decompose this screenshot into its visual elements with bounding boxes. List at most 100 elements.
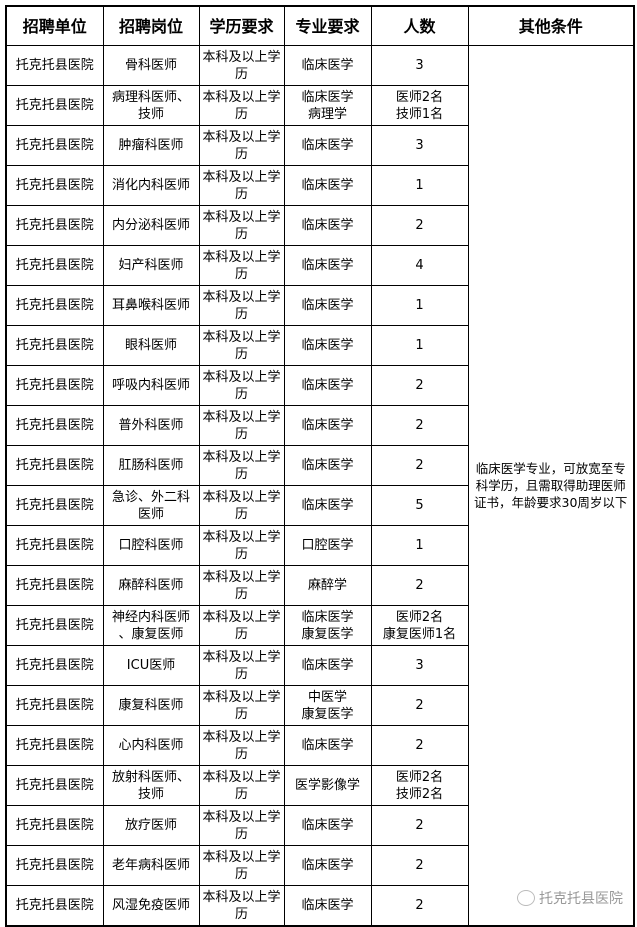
education-cell: 本科及以上学历 — [198, 845, 285, 886]
major-cell: 临床医学 — [283, 645, 372, 686]
count-cell: 医师2名 技师1名 — [370, 85, 469, 126]
unit-cell: 托克托县医院 — [5, 245, 104, 286]
major-cell: 临床医学 — [283, 205, 372, 246]
count-cell: 1 — [370, 285, 469, 326]
major-cell: 临床医学 — [283, 125, 372, 166]
table-row: 托克托县医院 放疗医师 本科及以上学历 临床医学 2 — [5, 805, 634, 846]
count-cell: 医师2名 技师2名 — [370, 765, 469, 806]
education-cell: 本科及以上学历 — [198, 685, 285, 726]
unit-cell: 托克托县医院 — [5, 685, 104, 726]
major-cell: 临床医学 — [283, 45, 372, 86]
recruitment-table: 招聘单位 招聘岗位 学历要求 专业要求 人数 其他条件 托克托县医院 骨科医师 本科… — [5, 5, 635, 927]
post-cell: 普外科医师 — [102, 405, 200, 446]
education-cell: 本科及以上学历 — [198, 165, 285, 206]
table-row: 托克托县医院 口腔科医师 本科及以上学历 口腔医学 1 — [5, 525, 634, 566]
education-cell: 本科及以上学历 — [198, 125, 285, 166]
count-cell: 2 — [370, 885, 469, 927]
count-cell: 2 — [370, 445, 469, 486]
post-cell: 风湿免疫医师 — [102, 885, 200, 927]
count-cell: 3 — [370, 645, 469, 686]
post-cell: 麻醉科医师 — [102, 565, 200, 606]
unit-cell: 托克托县医院 — [5, 405, 104, 446]
unit-cell: 托克托县医院 — [5, 725, 104, 766]
unit-cell: 托克托县医院 — [5, 485, 104, 526]
post-cell: 肛肠科医师 — [102, 445, 200, 486]
unit-cell: 托克托县医院 — [5, 285, 104, 326]
table-row: 托克托县医院 妇产科医师 本科及以上学历 临床医学 4 — [5, 245, 634, 286]
education-cell: 本科及以上学历 — [198, 645, 285, 686]
unit-cell: 托克托县医院 — [5, 565, 104, 606]
post-cell: 心内科医师 — [102, 725, 200, 766]
table-row: 托克托县医院 呼吸内科医师 本科及以上学历 临床医学 2 — [5, 365, 634, 406]
major-cell: 临床医学 — [283, 885, 372, 927]
major-cell: 临床医学 — [283, 405, 372, 446]
table-row: 托克托县医院 耳鼻喉科医师 本科及以上学历 临床医学 1 — [5, 285, 634, 326]
post-cell: 骨科医师 — [102, 45, 200, 86]
unit-cell: 托克托县医院 — [5, 885, 104, 927]
table-row: 托克托县医院 病理科医师、 技师 本科及以上学历 临床医学 病理学 医师2名 技师1名 — [5, 85, 634, 126]
major-cell: 临床医学 病理学 — [283, 85, 372, 126]
unit-cell: 托克托县医院 — [5, 125, 104, 166]
post-cell: 急诊、外二科 医师 — [102, 485, 200, 526]
unit-cell: 托克托县医院 — [5, 85, 104, 126]
count-cell: 1 — [370, 165, 469, 206]
education-cell: 本科及以上学历 — [198, 525, 285, 566]
major-cell: 临床医学 — [283, 485, 372, 526]
count-cell: 2 — [370, 565, 469, 606]
education-cell: 本科及以上学历 — [198, 605, 285, 646]
table-row: 托克托县医院 肛肠科医师 本科及以上学历 临床医学 2 — [5, 445, 634, 486]
count-cell: 2 — [370, 205, 469, 246]
table-row: 托克托县医院 消化内科医师 本科及以上学历 临床医学 1 — [5, 165, 634, 206]
education-cell: 本科及以上学历 — [198, 805, 285, 846]
post-cell: 消化内科医师 — [102, 165, 200, 206]
header-post: 招聘岗位 — [102, 5, 200, 46]
watermark: 托克托县医院 — [517, 888, 623, 908]
header-count: 人数 — [370, 5, 469, 46]
count-cell: 4 — [370, 245, 469, 286]
table-row: 托克托县医院 内分泌科医师 本科及以上学历 临床医学 2 — [5, 205, 634, 246]
watermark-text: 托克托县医院 — [539, 891, 623, 907]
header-major: 专业要求 — [283, 5, 372, 46]
table-row: 托克托县医院 麻醉科医师 本科及以上学历 麻醉学 2 — [5, 565, 634, 606]
post-cell: 口腔科医师 — [102, 525, 200, 566]
post-cell: 神经内科医师 、康复医师 — [102, 605, 200, 646]
unit-cell: 托克托县医院 — [5, 165, 104, 206]
major-cell: 临床医学 — [283, 245, 372, 286]
unit-cell: 托克托县医院 — [5, 645, 104, 686]
education-cell: 本科及以上学历 — [198, 45, 285, 86]
major-cell: 临床医学 — [283, 325, 372, 366]
wechat-icon — [517, 890, 535, 906]
count-cell: 5 — [370, 485, 469, 526]
education-cell: 本科及以上学历 — [198, 765, 285, 806]
unit-cell: 托克托县医院 — [5, 445, 104, 486]
table-row: 托克托县医院 骨科医师 本科及以上学历 临床医学 3 临床医学专业，可放宽至专科学历，且需… — [5, 45, 635, 927]
table-row: 托克托县医院 老年病科医师 本科及以上学历 临床医学 2 — [5, 845, 634, 886]
education-cell: 本科及以上学历 — [198, 565, 285, 606]
header-other: 其他条件 — [467, 5, 635, 46]
education-cell: 本科及以上学历 — [198, 245, 285, 286]
post-cell: 眼科医师 — [102, 325, 200, 366]
unit-cell: 托克托县医院 — [5, 845, 104, 886]
unit-cell: 托克托县医院 — [5, 325, 104, 366]
count-cell: 2 — [370, 845, 469, 886]
count-cell: 1 — [370, 525, 469, 566]
major-cell: 中医学 康复医学 — [283, 685, 372, 726]
table-row: 托克托县医院 康复科医师 本科及以上学历 中医学 康复医学 2 — [5, 685, 634, 726]
education-cell: 本科及以上学历 — [198, 405, 285, 446]
major-cell: 临床医学 — [283, 285, 372, 326]
major-cell: 临床医学 — [283, 805, 372, 846]
count-cell: 3 — [370, 45, 469, 86]
header-education: 学历要求 — [198, 5, 285, 46]
header-unit: 招聘单位 — [5, 5, 104, 46]
unit-cell: 托克托县医院 — [5, 205, 104, 246]
post-cell: 病理科医师、 技师 — [102, 85, 200, 126]
count-cell: 2 — [370, 365, 469, 406]
education-cell: 本科及以上学历 — [198, 725, 285, 766]
count-cell: 1 — [370, 325, 469, 366]
education-cell: 本科及以上学历 — [198, 365, 285, 406]
education-cell: 本科及以上学历 — [198, 445, 285, 486]
major-cell: 临床医学 — [283, 365, 372, 406]
count-cell: 2 — [370, 685, 469, 726]
unit-cell: 托克托县医院 — [5, 365, 104, 406]
count-cell: 2 — [370, 805, 469, 846]
